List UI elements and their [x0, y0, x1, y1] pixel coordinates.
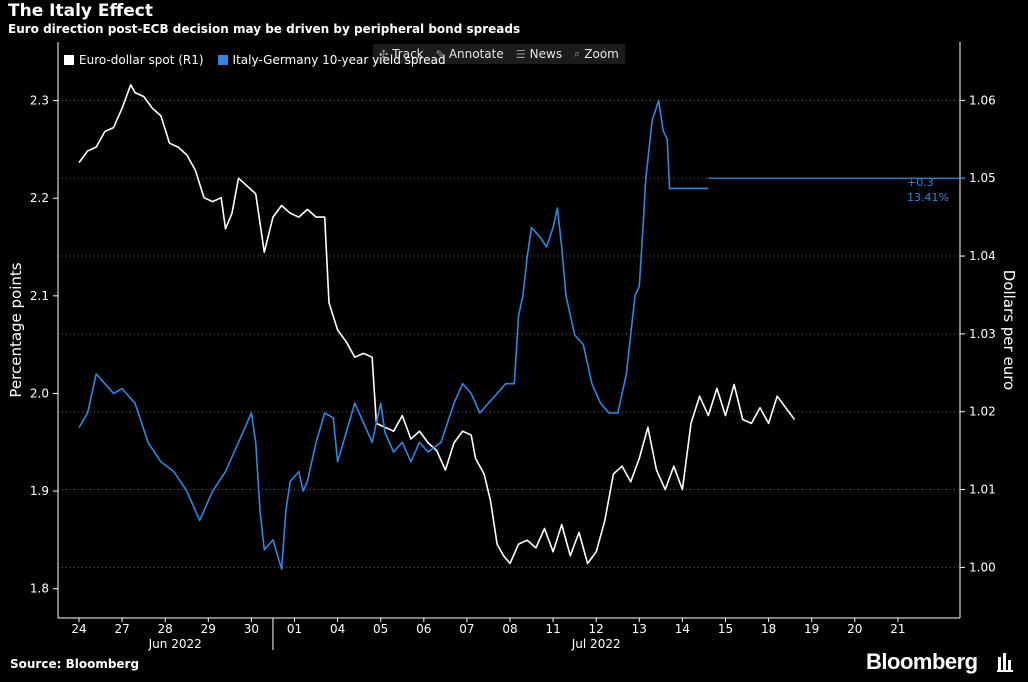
month-label: Jun 2022 [148, 637, 202, 651]
x-tick-label: 18 [761, 622, 776, 636]
x-tick-label: 29 [201, 622, 216, 636]
crosshair-icon: ✣ [379, 47, 389, 61]
x-tick-label: 01 [287, 622, 302, 636]
x-tick-label: 21 [890, 622, 905, 636]
x-tick-label: 12 [589, 622, 604, 636]
right-tick-label: 1.05 [969, 171, 996, 185]
right-tick-label: 1.03 [969, 327, 996, 341]
pencil-icon: ✎ [435, 47, 445, 61]
left-tick-label: 2.0 [30, 386, 49, 400]
annotate-label: Annotate [448, 47, 504, 61]
legend-label-euro: Euro-dollar spot (R1) [79, 53, 204, 67]
x-tick-label: 04 [330, 622, 345, 636]
right-tick-label: 1.02 [969, 405, 996, 419]
news-button[interactable]: ☰ News [510, 44, 568, 64]
left-tick-label: 2.2 [30, 191, 49, 205]
series-lines [78, 84, 965, 571]
x-tick-label: 05 [373, 622, 388, 636]
legend-item-spread[interactable]: Italy-Germany 10-year yield spread [217, 53, 446, 67]
chart-legend: Euro-dollar spot (R1) Italy-Germany 10-y… [64, 53, 446, 67]
axes: 1.00 1.01 1.02 1.03 1.04 1.05 1.06 1.8 1.9 2.0 2.1… [30, 42, 996, 651]
x-tick-label: 11 [545, 622, 560, 636]
x-tick-label: 08 [502, 622, 517, 636]
grid-lines [58, 99, 960, 568]
x-tick-label: 15 [718, 622, 733, 636]
legend-item-euro[interactable]: Euro-dollar spot (R1) [64, 53, 204, 67]
track-button[interactable]: ✣ Track [373, 44, 430, 64]
chart-subtitle: Euro direction post-ECB decision may be … [8, 22, 521, 36]
x-tick-label: 24 [71, 622, 86, 636]
x-tick-label: 20 [847, 622, 862, 636]
annotation-percent: 13.41% [907, 191, 949, 204]
right-tick-label: 1.01 [969, 483, 996, 497]
legend-label-spread: Italy-Germany 10-year yield spread [232, 53, 446, 67]
x-tick-label: 14 [675, 622, 690, 636]
x-tick-label: 19 [804, 622, 819, 636]
x-tick-label: 07 [459, 622, 474, 636]
brand-logo: Bloomberg [866, 649, 978, 674]
chart-title: The Italy Effect [8, 1, 154, 21]
annotation-change: +0.3 [907, 176, 934, 189]
right-tick-label: 1.06 [969, 93, 996, 107]
zoom-label: Zoom [584, 47, 619, 61]
zoom-button[interactable]: ⌕ Zoom [568, 44, 625, 64]
x-tick-label: 30 [244, 622, 259, 636]
left-tick-label: 2.3 [30, 94, 49, 108]
left-tick-label: 1.9 [30, 484, 49, 498]
news-icon: ☰ [515, 47, 526, 61]
series-line-euro-dollar [78, 84, 796, 565]
x-tick-label: 13 [632, 622, 647, 636]
x-tick-label: 06 [416, 622, 431, 636]
series-line-italy-germany-spread [78, 99, 709, 571]
x-tick-label: 27 [114, 622, 129, 636]
month-label: Jul 2022 [571, 637, 621, 651]
right-axis-title: Dollars per euro [1000, 270, 1018, 390]
annotate-button[interactable]: ✎ Annotate [430, 44, 510, 64]
legend-swatch-spread [217, 55, 228, 65]
left-tick-label: 1.8 [30, 582, 49, 596]
left-tick-label: 2.1 [30, 289, 49, 303]
right-tick-label: 1.04 [969, 249, 996, 263]
chart-toolbar: ✣ Track ✎ Annotate ☰ News ⌕ Zoom [373, 44, 625, 64]
left-axis-title: Percentage points [7, 262, 25, 397]
right-tick-label: 1.00 [969, 560, 996, 574]
bloomberg-terminal-icon [997, 653, 1013, 672]
magnifier-icon: ⌕ [574, 47, 581, 60]
track-label: Track [392, 47, 424, 61]
legend-swatch-euro [64, 55, 74, 65]
x-tick-label: 28 [158, 622, 173, 636]
source-note: Source: Bloomberg [10, 657, 140, 671]
news-label: News [529, 47, 563, 61]
